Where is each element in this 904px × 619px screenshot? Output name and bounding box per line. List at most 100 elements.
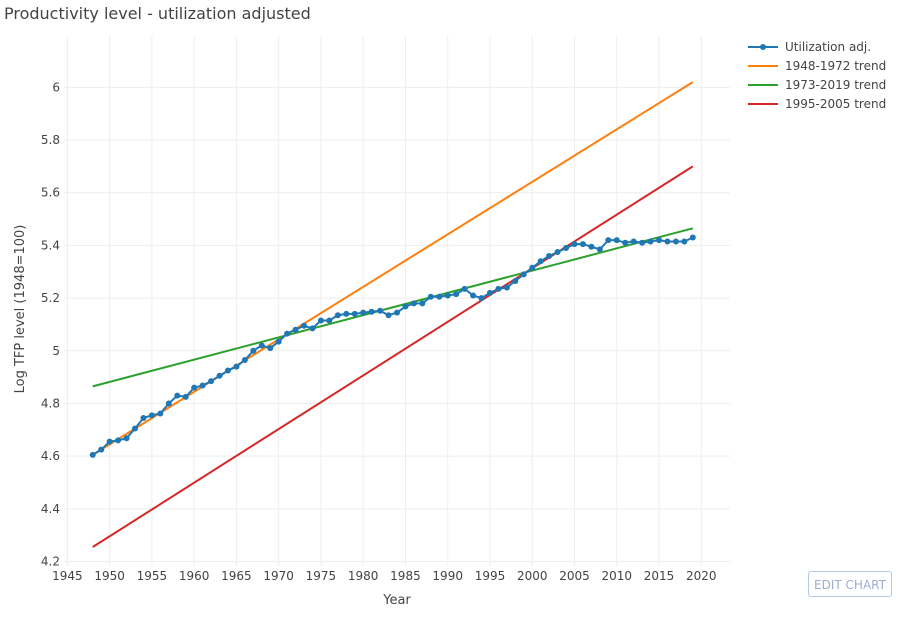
data-point[interactable]: [157, 410, 164, 417]
data-point[interactable]: [419, 300, 426, 307]
data-point[interactable]: [258, 342, 265, 349]
data-point[interactable]: [115, 437, 122, 444]
data-point[interactable]: [216, 372, 223, 379]
legend-item[interactable]: 1948-1972 trend: [748, 59, 886, 73]
data-point[interactable]: [233, 363, 240, 370]
legend-item[interactable]: Utilization adj.: [748, 40, 871, 54]
data-point[interactable]: [571, 241, 578, 248]
data-point[interactable]: [554, 249, 561, 256]
data-point[interactable]: [106, 438, 113, 445]
data-point[interactable]: [368, 308, 375, 315]
legend-label: Utilization adj.: [785, 40, 871, 54]
series-line-utilization-adj: [92, 236, 694, 456]
data-point[interactable]: [579, 241, 586, 248]
data-point[interactable]: [89, 451, 96, 458]
data-point[interactable]: [326, 317, 333, 324]
y-tick-label: 6: [52, 80, 60, 94]
data-point[interactable]: [503, 284, 510, 291]
data-point[interactable]: [444, 292, 451, 299]
series: [89, 81, 696, 548]
data-point[interactable]: [453, 291, 460, 298]
y-tick-label: 4.6: [41, 449, 60, 463]
data-point[interactable]: [427, 293, 434, 300]
data-point[interactable]: [275, 338, 282, 345]
data-point[interactable]: [140, 414, 147, 421]
x-tick-label: 1995: [475, 569, 506, 583]
data-point[interactable]: [588, 243, 595, 250]
data-point[interactable]: [512, 277, 519, 284]
chart-title: Productivity level - utilization adjuste…: [4, 4, 311, 23]
data-point[interactable]: [343, 310, 350, 317]
data-point[interactable]: [131, 425, 138, 432]
data-point[interactable]: [284, 330, 291, 337]
grid: [64, 36, 730, 566]
data-point[interactable]: [605, 237, 612, 244]
data-point[interactable]: [241, 357, 248, 364]
data-point[interactable]: [123, 435, 130, 442]
data-point[interactable]: [689, 234, 696, 241]
data-point[interactable]: [461, 285, 468, 292]
data-point[interactable]: [292, 326, 299, 333]
y-tick-label: 4.2: [41, 555, 60, 569]
data-point[interactable]: [267, 345, 274, 352]
data-point[interactable]: [385, 312, 392, 319]
data-point[interactable]: [613, 237, 620, 244]
data-point[interactable]: [208, 378, 215, 385]
edit-chart-button[interactable]: EDIT CHART: [808, 571, 892, 597]
data-point[interactable]: [317, 317, 324, 324]
data-point[interactable]: [199, 382, 206, 389]
data-point[interactable]: [622, 239, 629, 246]
data-point[interactable]: [470, 292, 477, 299]
data-point[interactable]: [174, 392, 181, 399]
data-point[interactable]: [148, 412, 155, 419]
x-tick-label: 2015: [644, 569, 675, 583]
data-point[interactable]: [309, 325, 316, 332]
data-point[interactable]: [182, 393, 189, 400]
data-point[interactable]: [630, 238, 637, 245]
x-tick-label: 1975: [306, 569, 337, 583]
y-tick-label: 5.6: [41, 186, 60, 200]
y-tick-label: 4.8: [41, 396, 60, 410]
data-point[interactable]: [546, 252, 553, 259]
data-point[interactable]: [351, 310, 358, 317]
data-point[interactable]: [334, 312, 341, 319]
legend-item[interactable]: 1995-2005 trend: [748, 97, 886, 111]
data-point[interactable]: [410, 300, 417, 307]
axes: Log TFP level (1948=100) Year 1945 1950 19…: [13, 80, 717, 608]
data-point[interactable]: [191, 384, 198, 391]
data-point[interactable]: [486, 289, 493, 296]
data-point[interactable]: [224, 367, 231, 374]
data-point[interactable]: [98, 446, 105, 453]
y-tick-label: 4.4: [41, 502, 60, 516]
data-point[interactable]: [360, 309, 367, 316]
data-point[interactable]: [165, 400, 172, 407]
data-point[interactable]: [596, 246, 603, 253]
data-point[interactable]: [529, 264, 536, 271]
data-point[interactable]: [478, 295, 485, 302]
data-point[interactable]: [563, 245, 570, 252]
data-point[interactable]: [301, 322, 308, 329]
data-point[interactable]: [664, 238, 671, 245]
data-point[interactable]: [639, 239, 646, 246]
legend[interactable]: Utilization adj. 1948-1972 trend 1973-2019…: [748, 40, 886, 111]
x-tick-label: 1960: [179, 569, 210, 583]
data-point[interactable]: [394, 309, 400, 316]
x-tick-label: 1965: [221, 569, 252, 583]
data-point[interactable]: [436, 293, 443, 300]
x-tick-label: 2010: [601, 569, 632, 583]
legend-label: 1948-1972 trend: [785, 59, 886, 73]
data-point[interactable]: [402, 303, 409, 310]
data-point[interactable]: [377, 307, 384, 314]
data-point[interactable]: [495, 285, 502, 292]
data-point[interactable]: [656, 237, 663, 244]
x-tick-label: 1985: [390, 569, 421, 583]
data-point[interactable]: [250, 347, 257, 354]
data-point[interactable]: [537, 258, 544, 265]
data-point[interactable]: [647, 238, 654, 245]
data-point[interactable]: [681, 238, 688, 245]
data-point[interactable]: [520, 271, 527, 278]
legend-item[interactable]: 1973-2019 trend: [748, 78, 886, 92]
data-point[interactable]: [672, 238, 679, 245]
y-tick-label: 5: [52, 344, 60, 358]
